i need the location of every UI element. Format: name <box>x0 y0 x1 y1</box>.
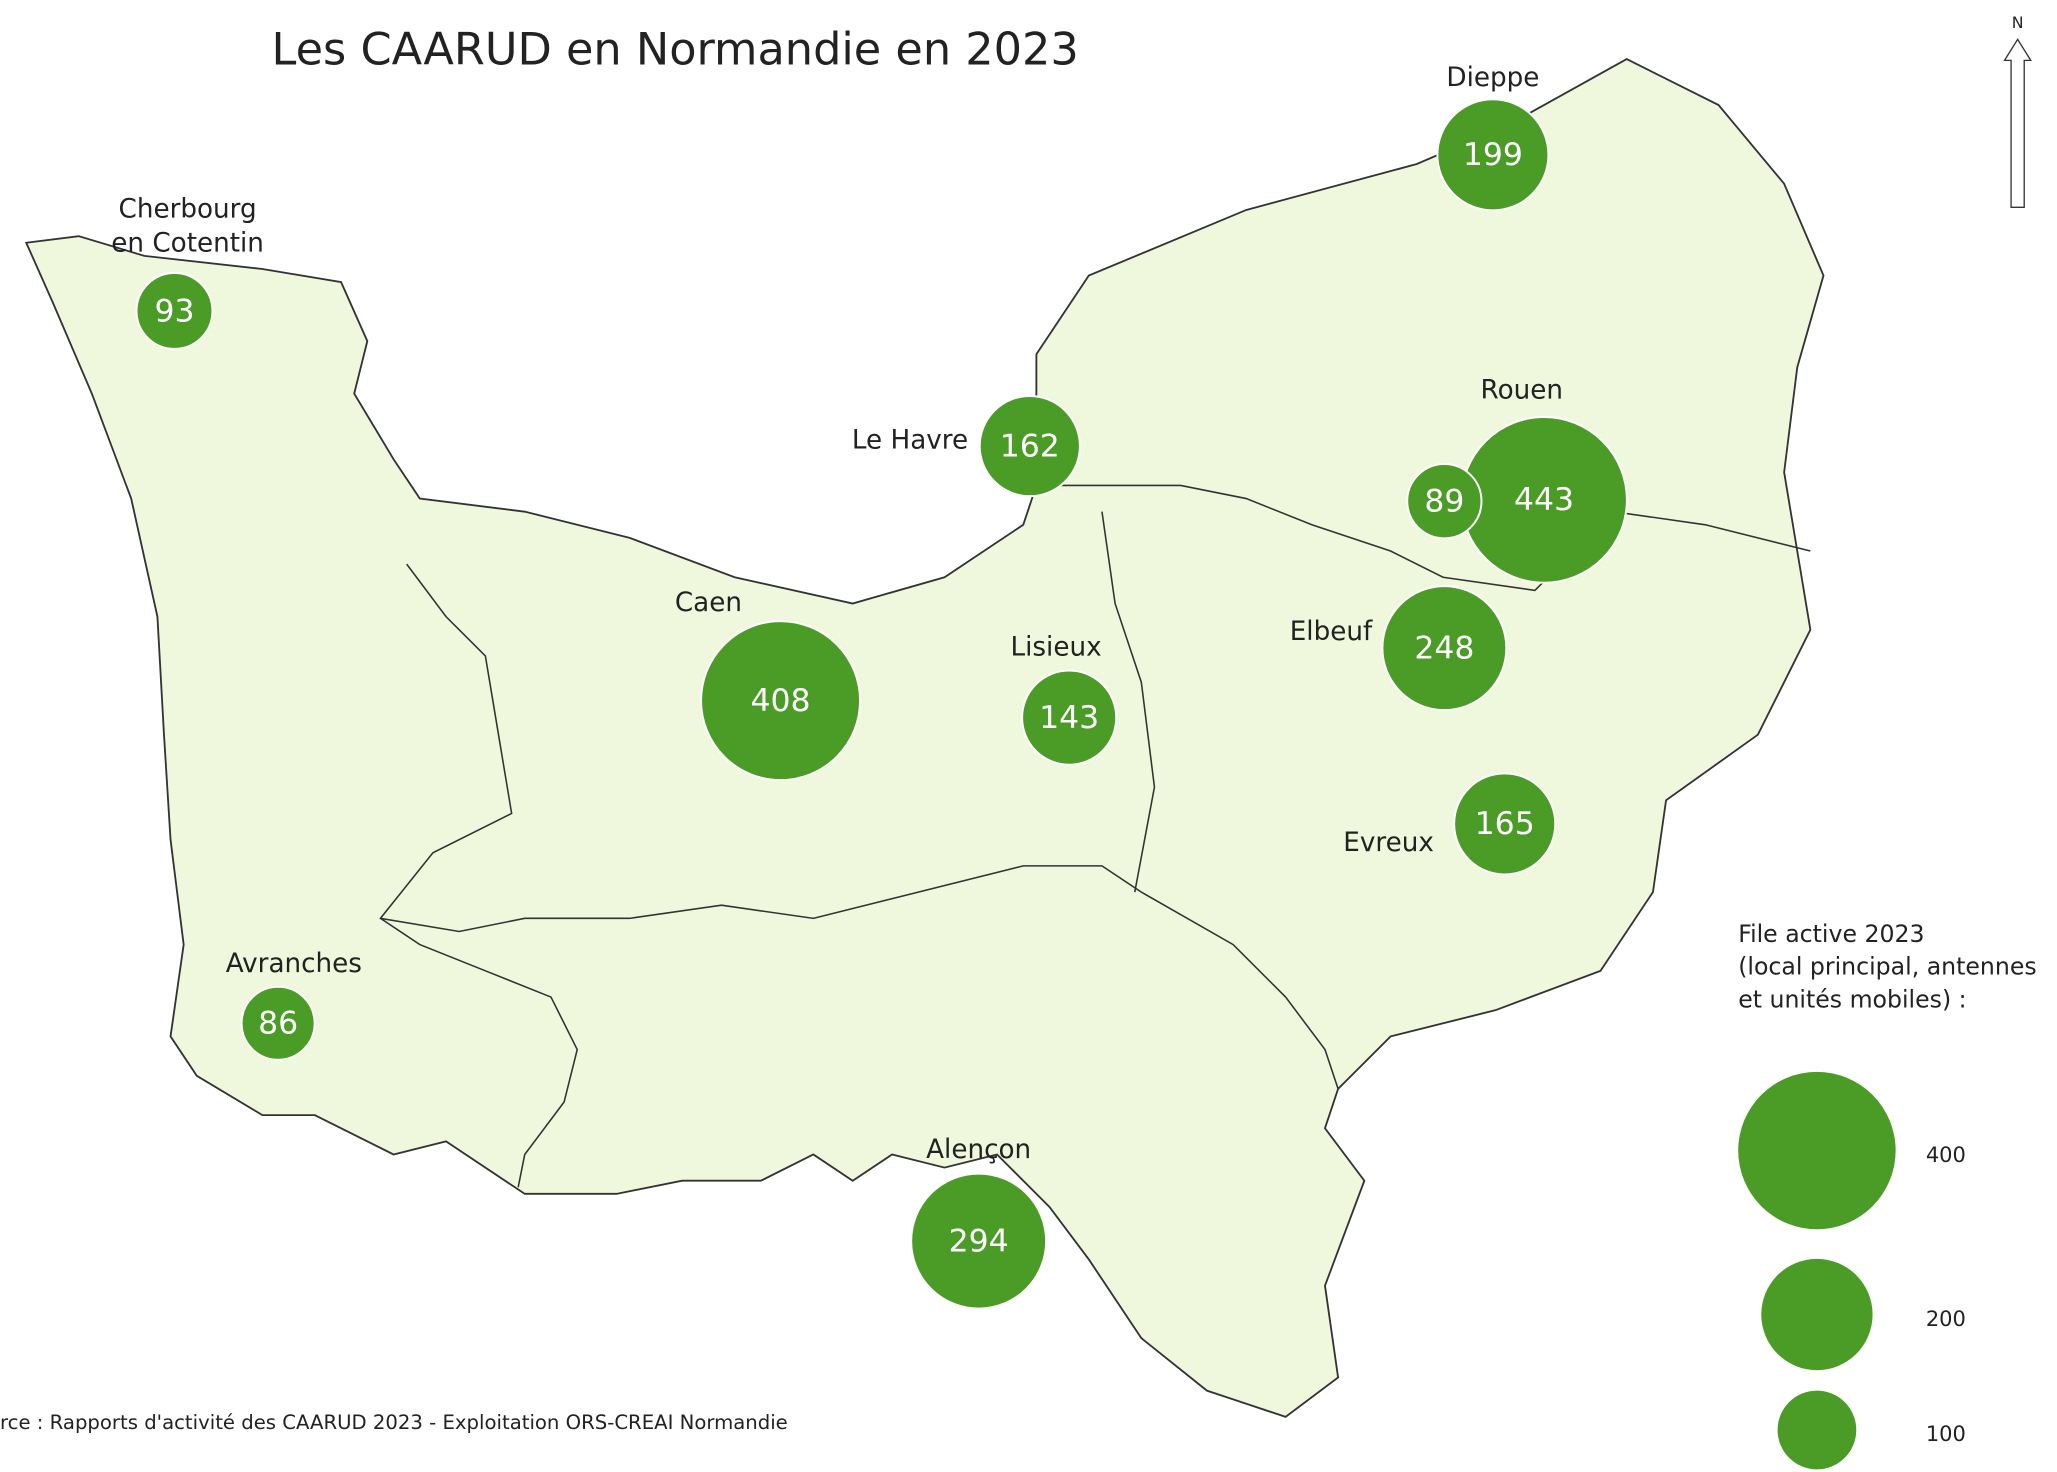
city-label: Le Havre <box>852 425 968 455</box>
bubble-value: 86 <box>258 1006 298 1042</box>
bubble-value: 162 <box>1000 428 1060 464</box>
city-bubble <box>978 395 1081 498</box>
legend-bubble <box>1777 1390 1857 1470</box>
city-label: Elbeuf <box>1290 617 1373 647</box>
department-border <box>1036 484 1811 592</box>
legend-bubble <box>1738 1071 1896 1230</box>
city-label: Dieppe <box>1446 63 1539 93</box>
department-border <box>1101 511 1156 893</box>
department-border <box>380 865 1142 933</box>
source-note: rce : Rapports d'activité des CAARUD 202… <box>0 1411 788 1434</box>
legend-title: et unités mobiles) : <box>1738 985 1966 1013</box>
bubble-value: 408 <box>751 683 811 719</box>
city-label: Cherbourg <box>119 194 257 224</box>
city-label: Rouen <box>1481 375 1563 405</box>
city-label: en Cotentin <box>111 229 264 259</box>
legend-title: (local principal, antennes <box>1738 953 2036 981</box>
city-bubble <box>1406 463 1483 540</box>
city-label: Caen <box>675 588 742 618</box>
department-border <box>379 563 579 1188</box>
bubble-value: 165 <box>1475 806 1535 842</box>
city-bubble <box>1453 772 1557 876</box>
city-bubble <box>135 272 214 350</box>
bubble-value: 143 <box>1039 700 1099 736</box>
city-bubble <box>1381 585 1508 712</box>
north-label: N <box>2012 13 2024 32</box>
city-label: Evreux <box>1343 828 1434 858</box>
legend-title: File active 2023 <box>1738 920 1924 948</box>
legend-value: 400 <box>1926 1143 1966 1167</box>
legend-value: 100 <box>1926 1422 1966 1446</box>
map-title: Les CAARUD en Normandie en 2023 <box>272 24 1079 76</box>
legend-value: 200 <box>1926 1307 1966 1331</box>
bubble-value: 443 <box>1514 482 1574 518</box>
city-bubble <box>240 985 316 1061</box>
city-bubble <box>1021 669 1118 766</box>
bubble-value: 294 <box>949 1223 1009 1259</box>
bubble-value: 89 <box>1424 483 1464 519</box>
city-bubble <box>700 620 862 782</box>
city-bubble <box>1436 98 1550 212</box>
bubble-value: 199 <box>1463 137 1523 173</box>
north-arrow <box>2003 38 2032 208</box>
bubble-value: 93 <box>154 293 194 329</box>
city-label: Lisieux <box>1010 633 1101 663</box>
normandy-outline <box>24 58 1825 1418</box>
bubble-value: 248 <box>1414 630 1474 666</box>
city-label: Avranches <box>226 949 362 979</box>
department-border <box>1140 891 1339 1090</box>
city-bubble <box>910 1172 1048 1310</box>
legend-bubble <box>1761 1258 1873 1371</box>
city-label: Alençon <box>926 1135 1031 1165</box>
